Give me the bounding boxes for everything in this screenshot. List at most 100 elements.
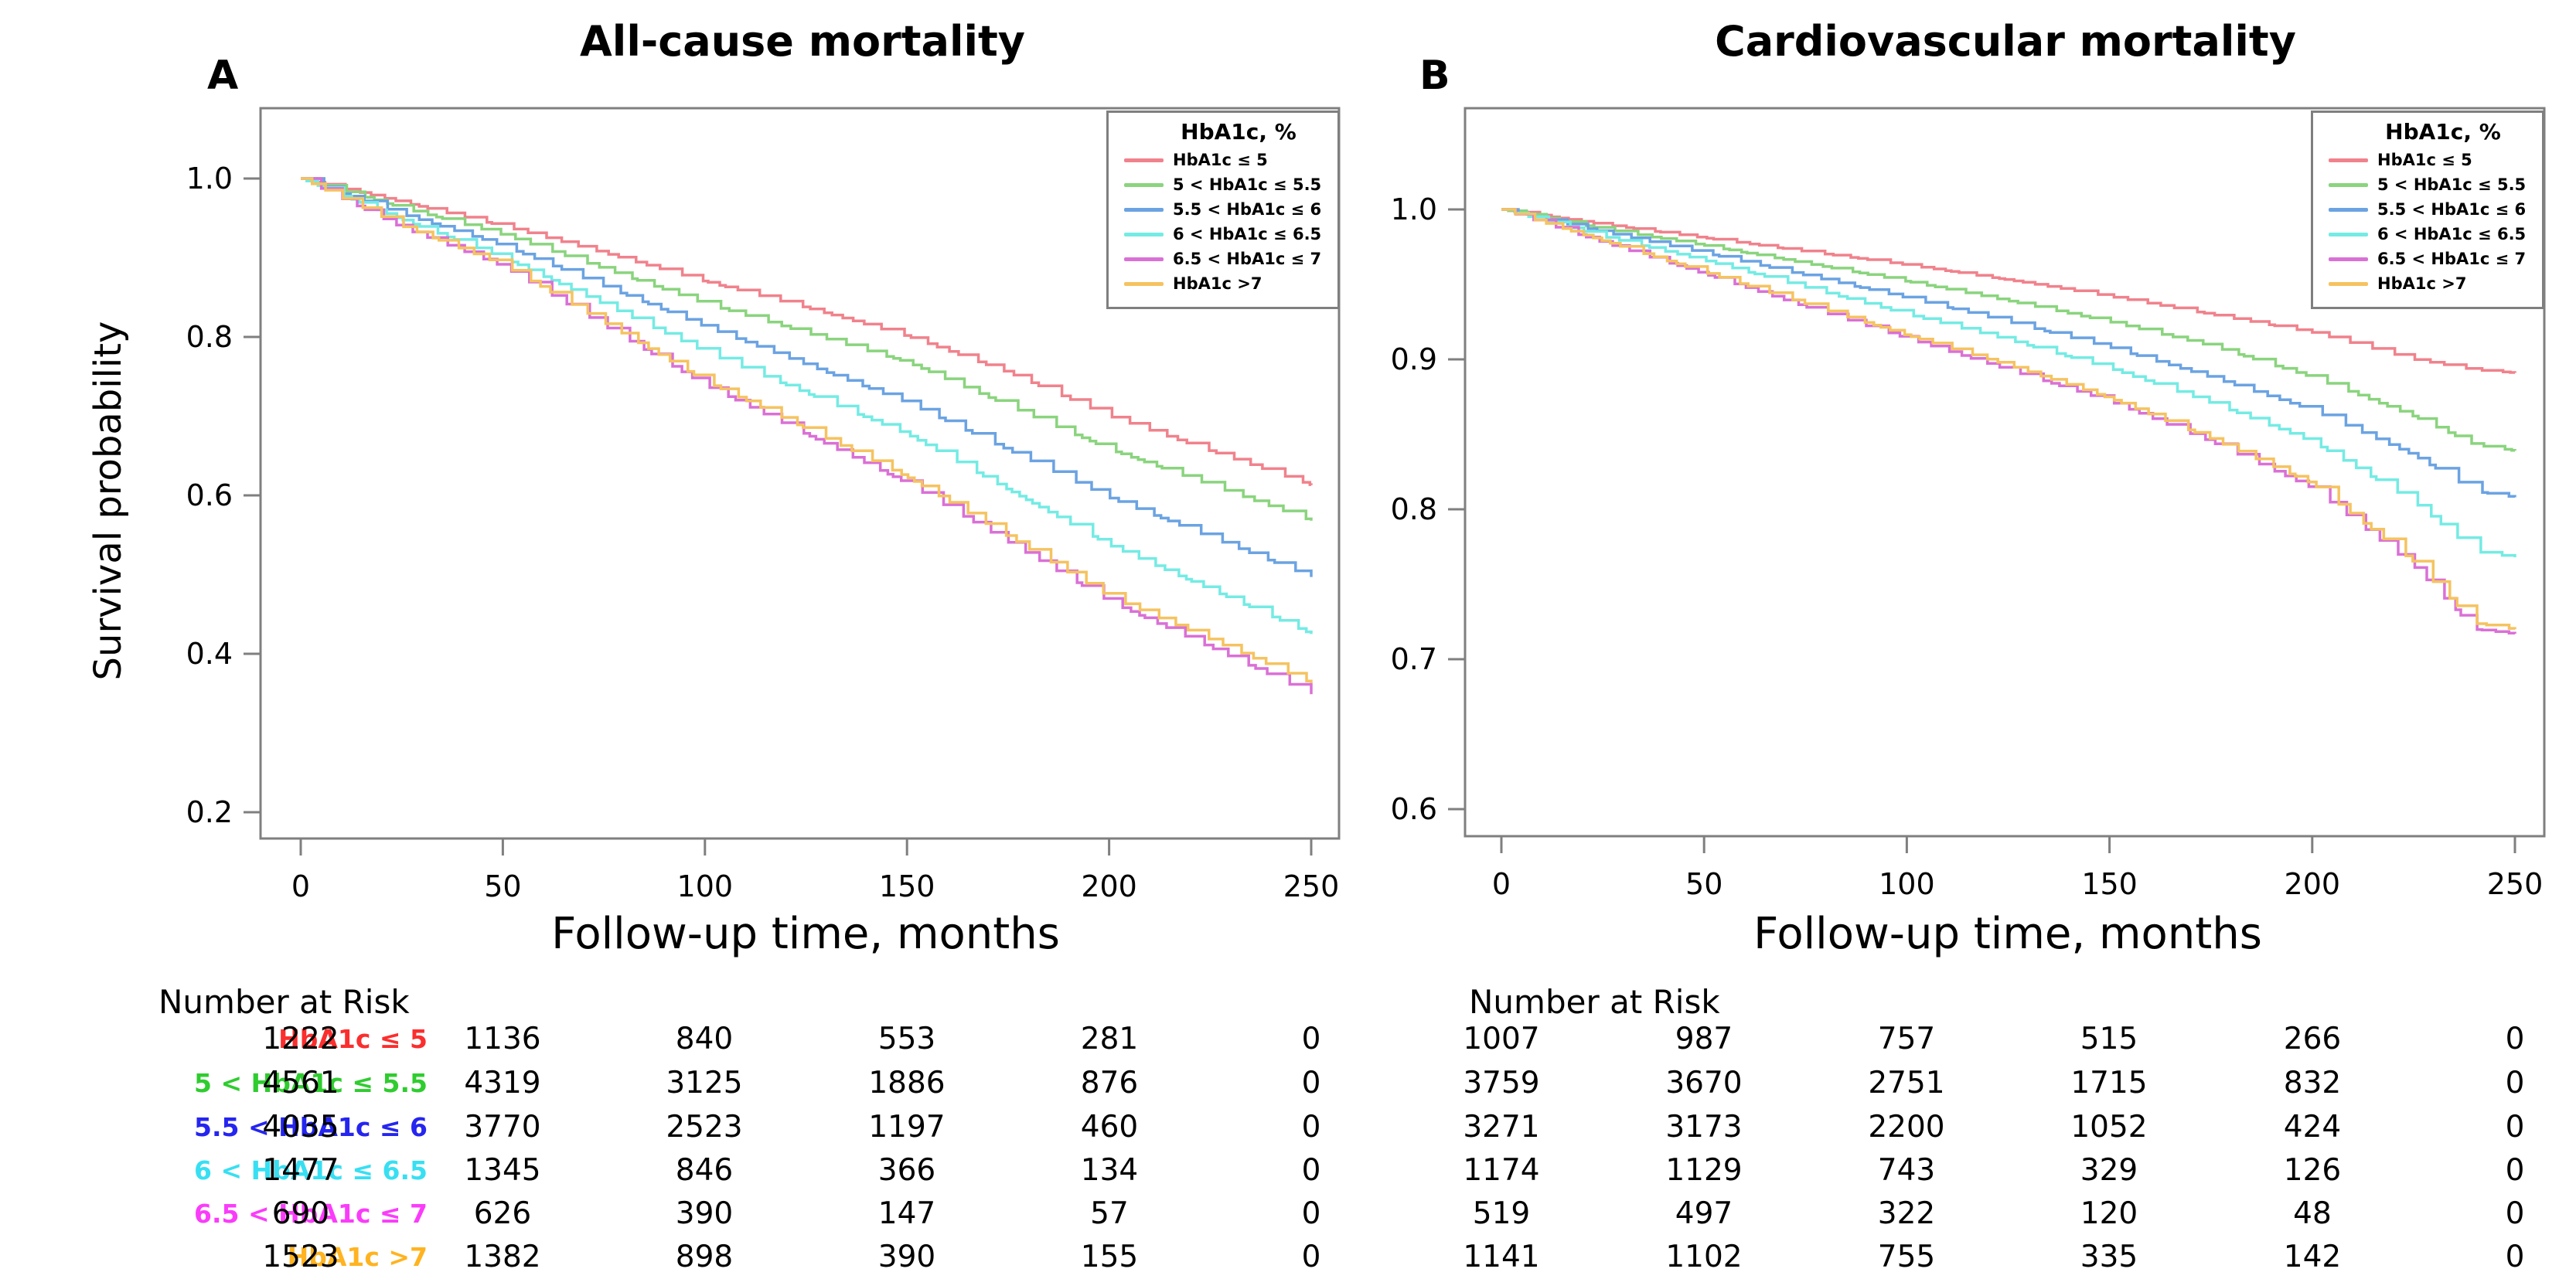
number-at-risk-value: 1141 (1463, 1240, 1540, 1274)
number-at-risk-value: 0 (2505, 1196, 2525, 1231)
panel-a-x-axis-label: Follow-up time, months (551, 909, 1060, 959)
number-at-risk-value: 0 (2505, 1240, 2525, 1274)
number-at-risk-value: 57 (1090, 1196, 1129, 1231)
panel-b-title: Cardiovascular mortality (1715, 17, 2296, 66)
legend-line-swatch (1124, 158, 1164, 162)
panel-A-y-tick-label: 1.0 (186, 162, 233, 196)
km-curve-B-1 (1501, 208, 2516, 374)
number-at-risk-value: 3271 (1463, 1110, 1540, 1145)
panel-B-legend-title: HbA1c, % (2385, 119, 2501, 145)
panel-B-y-tick-label: 0.9 (1391, 342, 1437, 376)
number-at-risk-value: 1052 (2070, 1110, 2148, 1145)
number-at-risk-row-label: 5 < HbA1c ≤ 5.5 (194, 1068, 428, 1098)
legend-entry-label: 6.5 < HbA1c ≤ 7 (1173, 250, 1322, 268)
km-curve-B-2 (1501, 208, 2516, 452)
panel-A-y-tick-label: 0.6 (186, 478, 233, 512)
km-curve-A-3 (301, 177, 1313, 577)
legend-entry-label: 6 < HbA1c ≤ 6.5 (1173, 225, 1322, 243)
panel-B-y-tick-label: 0.6 (1391, 792, 1437, 826)
panel-A-x-tick-label: 0 (291, 869, 310, 903)
panel-A-x-tick-label: 150 (879, 869, 935, 903)
panel-A-x-tick-label: 200 (1081, 869, 1137, 903)
number-at-risk-value: 1715 (2070, 1066, 2148, 1100)
panel-A-x-tick-label: 250 (1283, 869, 1340, 903)
number-at-risk-value: 1523 (262, 1240, 339, 1274)
panel-B-x-tick-label: 50 (1685, 867, 1722, 901)
km-curve-A-2 (301, 177, 1313, 521)
number-at-risk-value: 134 (1080, 1153, 1139, 1188)
number-at-risk-value: 519 (1472, 1196, 1531, 1231)
number-at-risk-value: 3670 (1665, 1066, 1743, 1100)
legend-entry-label: HbA1c ≤ 5 (2377, 151, 2472, 169)
number-at-risk-value: 390 (675, 1196, 734, 1231)
number-at-risk-value: 898 (675, 1240, 734, 1274)
number-at-risk-value: 4319 (464, 1066, 541, 1100)
number-at-risk-value: 515 (2080, 1022, 2138, 1056)
km-curve-A-4 (301, 177, 1313, 634)
legend-line-swatch (1124, 233, 1164, 236)
panel-B-x-tick-label: 200 (2285, 867, 2341, 901)
km-curve-B-6 (1501, 208, 2516, 630)
number-at-risk-value: 1136 (464, 1022, 541, 1056)
panel-B-y-tick-label: 1.0 (1391, 192, 1437, 226)
panel-a-number-at-risk-header: Number at Risk (158, 983, 410, 1021)
number-at-risk-value: 876 (1080, 1066, 1139, 1100)
legend-line-swatch (2329, 183, 2368, 187)
panel-a-letter: A (207, 53, 239, 99)
number-at-risk-value: 846 (675, 1153, 734, 1188)
km-curve-A-1 (301, 177, 1313, 486)
panel-B-y-tick-label: 0.7 (1391, 642, 1437, 676)
km-curve-A-6 (301, 177, 1313, 683)
number-at-risk-value: 322 (1877, 1196, 1936, 1231)
panel-A-x-tick-label: 100 (677, 869, 734, 903)
panel-b-letter: B (1419, 53, 1450, 99)
panel-B-x-tick-label: 100 (1879, 867, 1935, 901)
legend-entry-label: 5 < HbA1c ≤ 5.5 (1173, 175, 1322, 194)
number-at-risk-value: 0 (1301, 1240, 1321, 1274)
number-at-risk-value: 126 (2283, 1153, 2342, 1188)
number-at-risk-row-label: HbA1c ≤ 5 (278, 1024, 428, 1054)
number-at-risk-value: 3770 (464, 1110, 541, 1145)
legend-line-swatch (2329, 208, 2368, 212)
number-at-risk-value: 840 (675, 1022, 734, 1056)
panel-b-x-axis-label: Follow-up time, months (1753, 909, 2262, 959)
legend-line-swatch (2329, 257, 2368, 261)
legend-entry-label: HbA1c >7 (2377, 274, 2467, 293)
number-at-risk-value: 0 (2505, 1153, 2525, 1188)
panel-A-legend-title: HbA1c, % (1181, 119, 1297, 145)
number-at-risk-value: 1222 (262, 1022, 339, 1056)
number-at-risk-value: 743 (1877, 1153, 1936, 1188)
number-at-risk-value: 497 (1675, 1196, 1733, 1231)
number-at-risk-value: 281 (1080, 1022, 1139, 1056)
number-at-risk-value: 0 (2505, 1022, 2525, 1056)
number-at-risk-value: 3173 (1665, 1110, 1743, 1145)
number-at-risk-value: 147 (877, 1196, 936, 1231)
number-at-risk-value: 755 (1877, 1240, 1936, 1274)
legend-line-swatch (2329, 158, 2368, 162)
number-at-risk-value: 142 (2283, 1240, 2342, 1274)
number-at-risk-value: 1477 (262, 1153, 339, 1188)
number-at-risk-value: 1382 (464, 1240, 541, 1274)
number-at-risk-value: 1129 (1665, 1153, 1743, 1188)
panel-a-title: All-cause mortality (580, 17, 1025, 66)
number-at-risk-value: 987 (1675, 1022, 1733, 1056)
legend-entry-label: HbA1c >7 (1173, 274, 1262, 293)
legend-line-swatch (1124, 208, 1164, 212)
number-at-risk-value: 335 (2080, 1240, 2138, 1274)
number-at-risk-row-label: 5.5 < HbA1c ≤ 6 (194, 1112, 428, 1142)
number-at-risk-value: 4561 (262, 1066, 339, 1100)
number-at-risk-value: 120 (2080, 1196, 2138, 1231)
number-at-risk-value: 1102 (1665, 1240, 1743, 1274)
legend-line-swatch (1124, 282, 1164, 286)
legend-entry-label: HbA1c ≤ 5 (1173, 151, 1268, 169)
number-at-risk-value: 0 (1301, 1066, 1321, 1100)
number-at-risk-value: 460 (1080, 1110, 1139, 1145)
legend-entry-label: 5 < HbA1c ≤ 5.5 (2377, 175, 2527, 194)
number-at-risk-value: 424 (2283, 1110, 2342, 1145)
number-at-risk-value: 1345 (464, 1153, 541, 1188)
panel-b-number-at-risk-header: Number at Risk (1469, 983, 1720, 1021)
panel-A-y-tick-label: 0.8 (186, 320, 233, 354)
number-at-risk-value: 0 (2505, 1066, 2525, 1100)
number-at-risk-value: 626 (473, 1196, 532, 1231)
